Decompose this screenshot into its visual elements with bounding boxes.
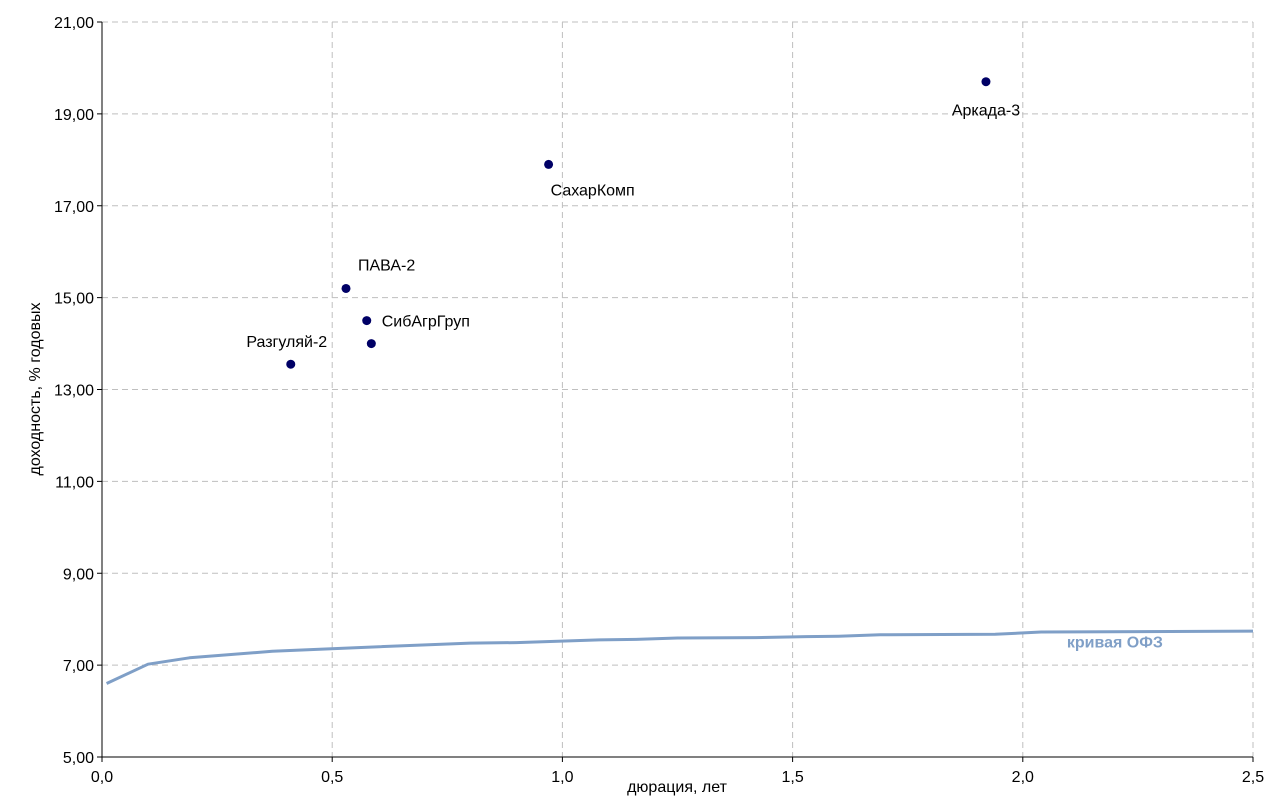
y-tick-label: 15,00 xyxy=(54,291,94,308)
y-tick-label: 9,00 xyxy=(63,566,94,583)
label-arkada-3: Аркада-3 xyxy=(952,103,1020,120)
ofz-curve-label: кривая ОФЗ xyxy=(1067,634,1163,651)
y-tick-label: 19,00 xyxy=(54,107,94,124)
data-point xyxy=(981,77,991,87)
x-tick-label: 0,5 xyxy=(321,769,343,786)
y-tick-label: 7,00 xyxy=(63,658,94,675)
x-tick-label: 0,0 xyxy=(91,769,113,786)
y-axis-title: доходность, % годовых xyxy=(27,303,44,476)
data-point xyxy=(341,283,351,293)
x-tick-label: 2,5 xyxy=(1242,769,1264,786)
bond-points: Разгуляй-2 ПАВА-2 СибАгрГруп СахарКомп Аркад… xyxy=(246,77,1020,369)
label-pava-2: ПАВА-2 xyxy=(358,257,415,274)
y-tick-label: 21,00 xyxy=(54,15,94,32)
x-tick-label: 1,0 xyxy=(551,769,573,786)
ofz-curve: кривая ОФЗ xyxy=(105,629,1254,685)
y-tick-label: 5,00 xyxy=(63,750,94,767)
data-point xyxy=(544,159,554,169)
y-tick-label: 11,00 xyxy=(55,474,94,491)
x-tick-label: 2,0 xyxy=(1012,769,1034,786)
y-tick-label: 17,00 xyxy=(54,199,94,216)
grid xyxy=(102,21,1254,757)
label-razgulyay-2: Разгуляй-2 xyxy=(246,334,327,351)
ofz-curve-line xyxy=(105,629,1254,685)
data-point xyxy=(286,359,296,369)
y-tick-label: 13,00 xyxy=(54,383,94,400)
x-tick-label: 1,5 xyxy=(781,769,803,786)
axes: 5,00 7,00 9,00 11,00 13,00 15,00 17,00 19,00 21,… xyxy=(54,15,1264,786)
x-axis-title: дюрация, лет xyxy=(627,779,727,796)
label-sibagrgrup: СибАгрГруп xyxy=(382,314,470,331)
label-saharkomp: СахарКомп xyxy=(551,182,635,199)
data-point xyxy=(366,339,376,349)
data-point xyxy=(362,316,372,326)
